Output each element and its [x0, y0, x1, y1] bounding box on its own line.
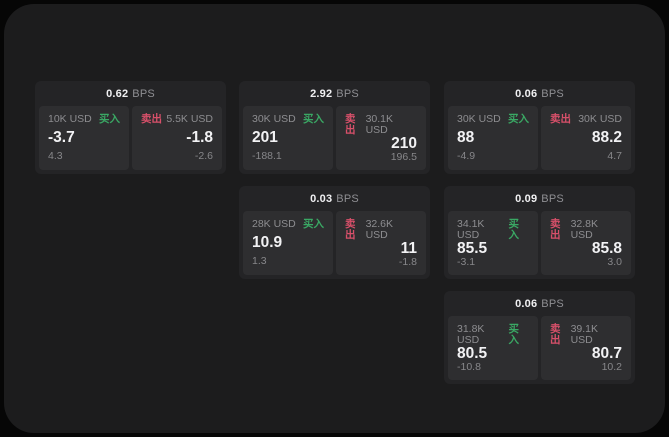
buy-price: 80.5 [457, 345, 488, 362]
bps-unit-label: BPS [132, 87, 155, 100]
bps-header: 2.92 BPS [239, 81, 430, 106]
bps-unit-label: BPS [336, 192, 359, 205]
sell-size-label: 30K USD [578, 113, 622, 125]
quote-card: 0.03 BPS 28K USD 买入 10.9 1.3 卖出 32.6K US… [239, 186, 430, 279]
sell-price: 88.2 [591, 129, 622, 146]
sell-side-label: 卖出 [141, 113, 162, 125]
sell-size-label: 32.8K USD [570, 218, 599, 241]
buy-pane[interactable]: 31.8K USD 买入 80.5 -10.8 [448, 316, 538, 380]
bps-value: 0.06 [515, 297, 538, 310]
card-body: 30K USD 买入 201 -188.1 卖出 30.1K USD 210 1… [239, 106, 430, 174]
buy-side-label: 买入 [508, 113, 529, 125]
card-body: 10K USD 买入 -3.7 4.3 卖出 5.5K USD -1.8 -2.… [35, 106, 226, 174]
buy-delta: -4.9 [457, 150, 476, 162]
card-body: 34.1K USD 买入 85.5 -3.1 卖出 32.8K USD 85.8… [444, 211, 635, 279]
buy-delta: 1.3 [252, 255, 267, 267]
bps-unit-label: BPS [541, 192, 564, 205]
sell-side-label: 卖出 [550, 113, 571, 125]
bps-header: 0.06 BPS [444, 81, 635, 106]
buy-price: 10.9 [252, 234, 283, 251]
buy-price: 201 [252, 129, 278, 146]
buy-side-label: 买入 [508, 323, 519, 346]
sell-pane[interactable]: 卖出 32.8K USD 85.8 3.0 [541, 211, 631, 275]
sell-pane[interactable]: 卖出 5.5K USD -1.8 -2.6 [132, 106, 222, 170]
sell-price: 210 [391, 135, 417, 152]
buy-side-label: 买入 [303, 218, 324, 230]
sell-size-label: 5.5K USD [166, 113, 213, 125]
buy-size-label: 34.1K USD [457, 218, 485, 241]
app-panel: 0.62 BPS 10K USD 买入 -3.7 4.3 卖出 5.5K USD… [4, 4, 665, 433]
sell-pane[interactable]: 卖出 30K USD 88.2 4.7 [541, 106, 631, 170]
buy-pane[interactable]: 28K USD 买入 10.9 1.3 [243, 211, 333, 275]
sell-price: 11 [400, 240, 417, 257]
bps-unit-label: BPS [541, 297, 564, 310]
bps-header: 0.06 BPS [444, 291, 635, 316]
bps-unit-label: BPS [336, 87, 359, 100]
buy-delta: -10.8 [457, 361, 481, 373]
bps-header: 0.09 BPS [444, 186, 635, 211]
card-body: 30K USD 买入 88 -4.9 卖出 30K USD 88.2 4.7 [444, 106, 635, 174]
buy-delta: -188.1 [252, 150, 282, 162]
buy-pane[interactable]: 34.1K USD 买入 85.5 -3.1 [448, 211, 538, 275]
sell-pane[interactable]: 卖出 32.6K USD 11 -1.8 [336, 211, 426, 275]
buy-size-label: 30K USD [457, 113, 501, 125]
quote-card: 0.62 BPS 10K USD 买入 -3.7 4.3 卖出 5.5K USD… [35, 81, 226, 174]
quote-card: 0.09 BPS 34.1K USD 买入 85.5 -3.1 卖出 32.8K… [444, 186, 635, 279]
sell-delta: 3.0 [607, 256, 622, 268]
quote-card: 0.06 BPS 30K USD 买入 88 -4.9 卖出 30K USD 8… [444, 81, 635, 174]
bps-header: 0.62 BPS [35, 81, 226, 106]
buy-side-label: 买入 [303, 113, 324, 125]
sell-delta: 10.2 [601, 361, 622, 373]
card-body: 31.8K USD 买入 80.5 -10.8 卖出 39.1K USD 80.… [444, 316, 635, 384]
sell-delta: -2.6 [194, 150, 213, 162]
buy-price: 85.5 [457, 240, 488, 257]
sell-side-label: 卖出 [345, 218, 356, 241]
buy-size-label: 28K USD [252, 218, 296, 230]
bps-value: 0.09 [515, 192, 538, 205]
buy-size-label: 10K USD [48, 113, 92, 125]
sell-size-label: 30.1K USD [365, 113, 394, 136]
bps-value: 2.92 [310, 87, 333, 100]
sell-pane[interactable]: 卖出 39.1K USD 80.7 10.2 [541, 316, 631, 380]
sell-side-label: 卖出 [550, 323, 561, 346]
sell-pane[interactable]: 卖出 30.1K USD 210 196.5 [336, 106, 426, 170]
buy-pane[interactable]: 30K USD 买入 201 -188.1 [243, 106, 333, 170]
sell-side-label: 卖出 [345, 113, 356, 136]
buy-price: 88 [457, 129, 475, 146]
bps-header: 0.03 BPS [239, 186, 430, 211]
sell-size-label: 32.6K USD [365, 218, 394, 241]
sell-side-label: 卖出 [550, 218, 561, 241]
quote-card: 0.06 BPS 31.8K USD 买入 80.5 -10.8 卖出 39.1… [444, 291, 635, 384]
sell-price: 80.7 [591, 345, 622, 362]
bps-value: 0.03 [310, 192, 333, 205]
card-body: 28K USD 买入 10.9 1.3 卖出 32.6K USD 11 -1.8 [239, 211, 430, 279]
bps-value: 0.62 [106, 87, 129, 100]
buy-side-label: 买入 [99, 113, 120, 125]
sell-price: -1.8 [186, 129, 213, 146]
buy-size-label: 31.8K USD [457, 323, 485, 346]
sell-delta: -1.8 [398, 256, 417, 268]
buy-size-label: 30K USD [252, 113, 296, 125]
buy-delta: 4.3 [48, 150, 63, 162]
sell-price: 85.8 [591, 240, 622, 257]
sell-delta: 196.5 [390, 151, 417, 163]
sell-size-label: 39.1K USD [570, 323, 599, 346]
buy-price: -3.7 [48, 129, 75, 146]
quote-card: 2.92 BPS 30K USD 买入 201 -188.1 卖出 30.1K … [239, 81, 430, 174]
buy-side-label: 买入 [508, 218, 519, 241]
buy-pane[interactable]: 30K USD 买入 88 -4.9 [448, 106, 538, 170]
bps-unit-label: BPS [541, 87, 564, 100]
sell-delta: 4.7 [607, 150, 622, 162]
bps-value: 0.06 [515, 87, 538, 100]
buy-pane[interactable]: 10K USD 买入 -3.7 4.3 [39, 106, 129, 170]
buy-delta: -3.1 [457, 256, 476, 268]
